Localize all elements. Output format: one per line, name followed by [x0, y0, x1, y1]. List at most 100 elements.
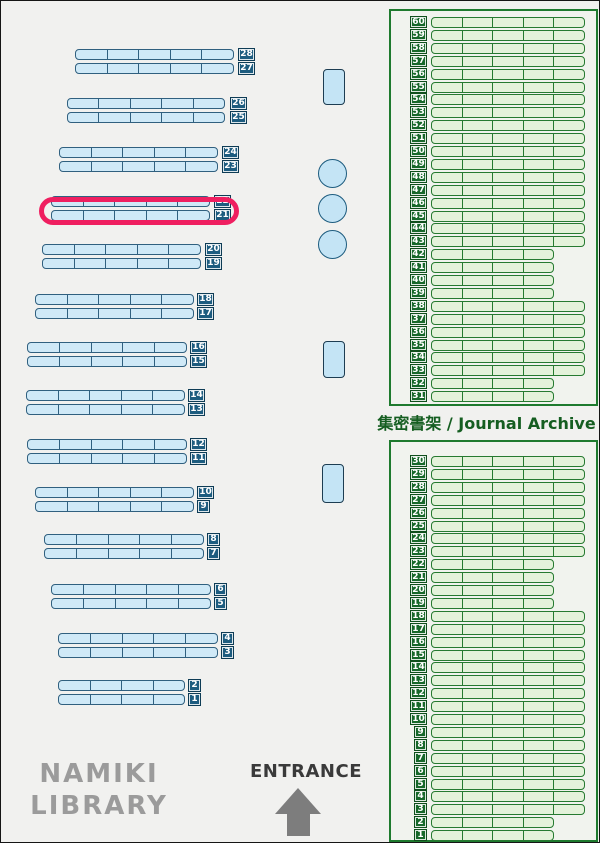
shelf-segment	[554, 728, 584, 737]
shelf-bar-4	[58, 633, 218, 644]
shelf-bar-23	[431, 546, 585, 558]
shelf-segment	[131, 501, 163, 511]
shelf-bar-51	[431, 133, 585, 145]
shelf-segment	[463, 560, 493, 570]
shelf-segment	[463, 237, 494, 247]
shelf-segment	[524, 508, 555, 518]
shelf-segment	[524, 547, 555, 557]
shelf-segment	[524, 534, 555, 544]
shelf-segment	[123, 440, 156, 449]
shelf-segment	[493, 211, 524, 221]
shelf-number-badge-13: 13	[188, 402, 205, 416]
shelf-number-badge-38: 38	[410, 299, 427, 312]
shelf-segment	[493, 521, 524, 531]
shelf-number-badge-48: 48	[410, 170, 427, 183]
shelf-segment	[493, 792, 524, 802]
shelf-segment	[493, 611, 524, 621]
shelf-segment	[493, 340, 524, 350]
shelf-bar-24	[59, 147, 218, 158]
shelf-segment	[554, 95, 584, 104]
shelf-number-badge-8: 8	[414, 738, 427, 751]
shelf-segment	[554, 534, 584, 543]
shelf-segment	[463, 95, 494, 105]
shelf-segment	[463, 82, 494, 92]
shelf-segment	[463, 366, 494, 376]
shelf-segment	[554, 212, 584, 221]
shelf-number-badge-50: 50	[410, 145, 427, 157]
shelf-segment	[554, 328, 584, 337]
shelf-number-badge-11: 11	[190, 451, 207, 465]
shelf-segment	[493, 276, 524, 285]
shelf-segment	[155, 343, 186, 352]
shelf-segment	[463, 211, 494, 221]
shelf-bar-16	[27, 342, 187, 353]
shelf-bar-26	[67, 98, 225, 109]
shelf-segment	[432, 18, 463, 27]
shelf-segment	[99, 488, 131, 497]
shelf-segment	[162, 309, 193, 318]
shelf-segment	[463, 818, 493, 828]
shelf-segment	[116, 585, 148, 594]
shelf-segment	[554, 366, 584, 375]
shelf-segment	[524, 56, 555, 66]
shelf-segment	[432, 831, 463, 841]
shelf-bar-8	[431, 739, 585, 751]
shelf-number-badge-18: 18	[197, 293, 214, 306]
shelf-segment	[68, 488, 100, 497]
shelf-segment	[432, 263, 463, 273]
shelf-number-badge-34: 34	[410, 351, 427, 364]
shelf-segment	[432, 508, 463, 518]
shelf-segment	[463, 172, 494, 182]
shelf-segment	[524, 263, 554, 272]
shelf-segment	[493, 147, 524, 156]
shelf-segment	[524, 379, 554, 388]
journal-archive-top-box: 60 59 58 57 56 55 54 53 52 51 50 49 48 47 46 45 44 43 42 41…	[389, 9, 598, 406]
shelf-segment	[493, 185, 524, 195]
shelf-segment	[432, 663, 463, 673]
shelf-segment	[493, 637, 524, 647]
shelf-segment	[554, 702, 584, 711]
shelf-bar-60	[431, 17, 585, 28]
shelf-segment	[554, 57, 584, 66]
shelf-segment	[463, 30, 494, 40]
shelf-number-badge-1: 1	[188, 692, 201, 706]
shelf-segment	[493, 250, 524, 260]
shelf-bar-1	[58, 693, 185, 705]
shelf-segment	[493, 224, 524, 234]
shelf-segment	[524, 702, 555, 712]
shelf-bar-17	[431, 623, 585, 635]
shelf-segment	[432, 715, 463, 724]
shelf-segment	[169, 259, 200, 268]
shelf-segment	[122, 391, 154, 400]
shelf-segment	[493, 469, 524, 479]
shelf-bar-23	[59, 160, 218, 172]
shelf-segment	[463, 521, 494, 531]
shelf-segment	[108, 63, 140, 73]
shelf-number-badge-6: 6	[414, 764, 427, 777]
shelf-segment	[524, 727, 555, 737]
shelf-segment	[463, 689, 494, 699]
shelf-segment	[493, 689, 524, 699]
shelf-segment	[194, 99, 224, 108]
shelf-bar-9	[35, 500, 194, 512]
shelf-bar-3	[431, 804, 585, 816]
shelf-segment	[172, 535, 203, 544]
shelf-segment	[493, 534, 524, 544]
shelf-segment	[154, 634, 187, 643]
shelf-segment	[432, 547, 463, 557]
shelf-segment	[524, 43, 555, 53]
shelf-segment	[463, 327, 494, 337]
shelf-segment	[432, 340, 463, 350]
shelf-segment	[554, 651, 584, 660]
shelf-bar-32	[431, 378, 554, 390]
shelf-segment	[463, 121, 494, 131]
shelf-segment	[91, 647, 123, 657]
shelf-segment	[123, 343, 156, 352]
shelf-segment	[202, 64, 233, 73]
shelf-segment	[554, 547, 584, 556]
shelf-segment	[463, 288, 493, 298]
shelf-segment	[138, 245, 170, 254]
shelf-segment	[36, 308, 68, 318]
shelf-segment	[432, 159, 463, 169]
